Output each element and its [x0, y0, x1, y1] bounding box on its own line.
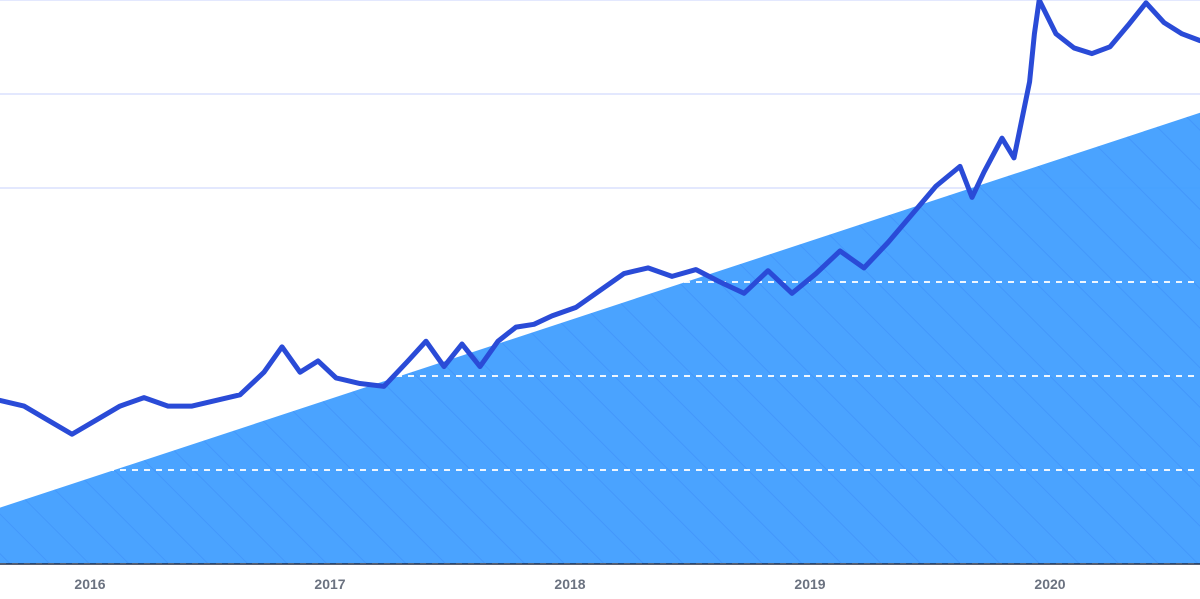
x-axis-label: 2017	[314, 576, 345, 592]
x-axis-label: 2018	[554, 576, 585, 592]
gridlines-solid	[0, 0, 1200, 188]
chart-svg	[0, 0, 1200, 599]
x-axis-label: 2019	[794, 576, 825, 592]
x-axis-label: 2020	[1034, 576, 1065, 592]
x-axis-label: 2016	[74, 576, 105, 592]
chart-container: 2016 2017 2018 2019 2020	[0, 0, 1200, 599]
